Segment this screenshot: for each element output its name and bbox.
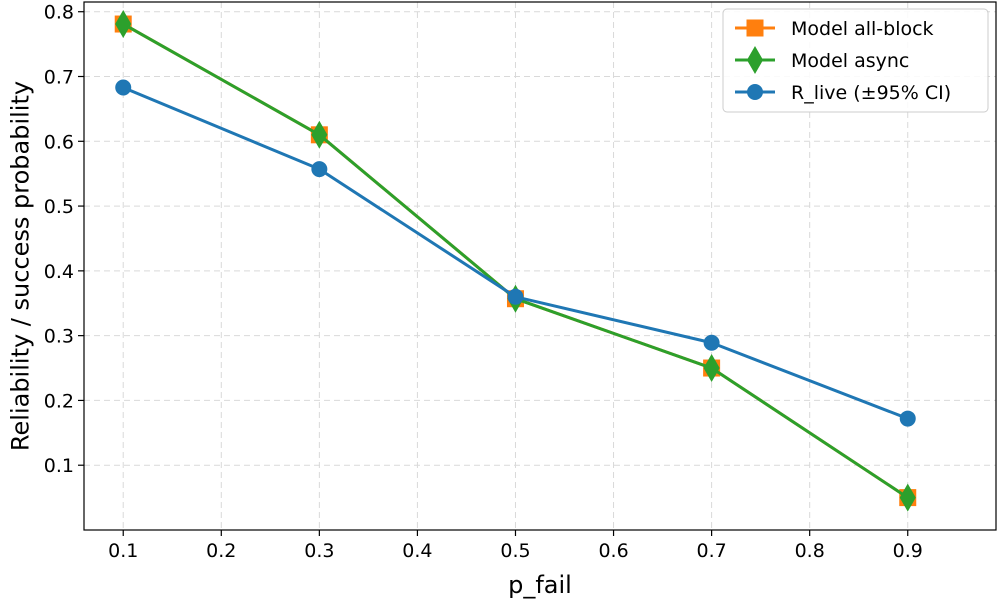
data-point-circle [115,79,132,96]
y-tick-label: 0.5 [44,196,74,218]
y-tick-label: 0.8 [44,2,74,24]
y-tick-label: 0.1 [44,455,74,477]
legend: Model all-block Model async R_live (±95% C… [722,8,989,113]
data-point-circle [311,161,328,178]
axis-ticks: 0.1 0.2 0.3 0.4 0.5 0.6 0.7 0.8 0.9 0.1 0.2 0.3 0.4 0… [44,2,923,562]
legend-label: Model async [791,50,909,72]
data-point-circle [507,288,524,305]
x-tick-label: 0.3 [304,540,334,562]
data-point-circle [747,84,763,100]
x-tick-label: 0.2 [206,540,236,562]
legend-label: Model all-block [791,18,934,40]
x-tick-label: 0.9 [893,540,923,562]
data-point-diamond [311,120,328,149]
plot-frame [83,1,997,531]
x-tick-label: 0.1 [108,540,138,562]
y-tick-label: 0.2 [44,390,74,412]
legend-entry: R_live (±95% CI) [735,82,951,104]
y-tick-label: 0.7 [44,67,74,89]
legend-entry: Model all-block [735,18,934,40]
data-point-circle [899,410,916,427]
y-tick-label: 0.4 [44,261,74,283]
data-point-circle [703,334,720,351]
data-point-diamond [703,354,720,383]
series-group [114,10,917,512]
legend-label: R_live (±95% CI) [791,82,951,104]
x-tick-label: 0.6 [598,540,628,562]
x-tick-label: 0.7 [697,540,727,562]
data-point-square [746,19,764,37]
series-circle [115,79,916,427]
x-tick-label: 0.5 [500,540,530,562]
y-tick-label: 0.6 [44,131,74,153]
data-point-diamond [746,45,764,75]
x-axis-label: p_fail [508,571,572,599]
legend-entry: Model async [735,45,909,75]
x-tick-label: 0.4 [402,540,432,562]
data-point-diamond [115,10,132,39]
y-axis-label: Reliability / success probability [6,81,34,451]
legend-box [722,8,989,113]
x-tick-label: 0.8 [795,540,825,562]
data-point-diamond [899,483,916,512]
y-tick-label: 0.3 [44,326,74,348]
